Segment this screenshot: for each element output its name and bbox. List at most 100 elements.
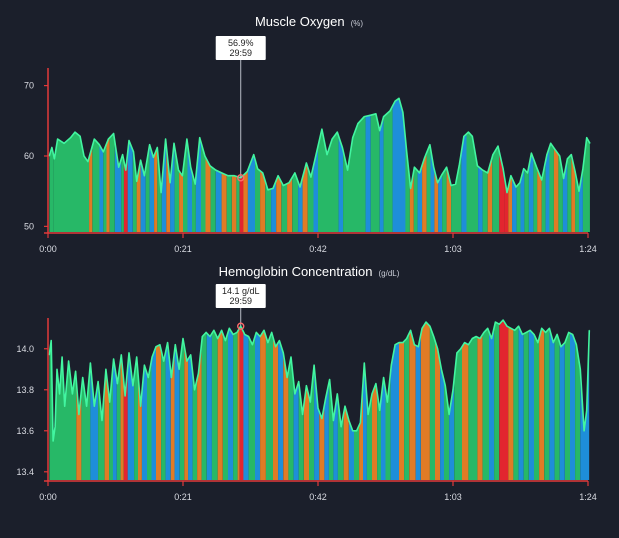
data-point-10: [93, 138, 95, 140]
data-point-141: [579, 368, 581, 370]
data-point-89: [471, 135, 473, 137]
data-point-65: [286, 376, 288, 379]
data-point-25: [156, 146, 158, 149]
data-point-0: [48, 155, 50, 157]
band-orange-29: [205, 98, 211, 232]
data-point-46: [213, 329, 215, 331]
band-blue-51: [324, 320, 329, 480]
data-point-115: [586, 137, 588, 139]
data-point-87: [463, 135, 465, 137]
band-blue-14: [141, 320, 147, 480]
band-orange-79: [477, 320, 483, 480]
band-blue-84: [528, 98, 534, 232]
data-point-30: [177, 169, 180, 171]
data-point-84: [450, 184, 452, 187]
band-green-95: [564, 320, 570, 480]
band-green-25: [192, 320, 198, 480]
band-green-97: [582, 98, 590, 232]
data-point-77: [332, 419, 334, 422]
data-point-95: [502, 168, 504, 170]
data-point-101: [527, 172, 529, 174]
data-point-14: [89, 362, 91, 364]
band-green-68: [442, 98, 447, 232]
data-point-14: [113, 132, 115, 135]
band-orange-69: [446, 98, 452, 232]
band-green-51: [318, 98, 339, 232]
band-orange-26: [197, 320, 202, 480]
data-point-86: [458, 163, 460, 165]
data-point-24: [128, 352, 130, 354]
data-point-51: [232, 333, 234, 335]
data-point-0: [48, 354, 50, 356]
hemoglobin-chart: Hemoglobin Concentration (g/dL) 13.4 13.6 13…: [16, 264, 597, 502]
band-orange-23: [179, 98, 183, 232]
band-orange-43: [276, 98, 282, 232]
data-point-1: [51, 146, 53, 149]
data-point-23: [149, 144, 151, 146]
data-point-27: [140, 405, 142, 407]
data-point-97: [410, 329, 412, 331]
data-point-7: [64, 405, 66, 407]
data-point-119: [494, 321, 496, 323]
x-tick-label: 1:24: [579, 492, 597, 502]
data-point-118: [491, 337, 493, 340]
band-blue-32: [228, 320, 234, 480]
band-blue-82: [520, 98, 525, 232]
data-point-2: [52, 440, 54, 442]
band-green-15: [147, 320, 152, 480]
data-point-120: [498, 323, 500, 325]
chart-title-text: Hemoglobin Concentration: [219, 264, 373, 279]
chart-title: Muscle Oxygen (%): [255, 14, 363, 29]
hover-marker: [237, 174, 245, 182]
band-blue-19: [165, 320, 171, 480]
data-point-55: [248, 335, 250, 338]
band-green-9: [121, 98, 124, 232]
band-orange-86: [537, 98, 542, 232]
band-orange-43: [283, 320, 289, 480]
data-point-21: [140, 159, 142, 161]
band-green-41: [265, 98, 272, 232]
data-point-68: [379, 130, 381, 132]
data-point-53: [299, 186, 301, 188]
data-point-29: [147, 376, 149, 379]
data-point-107: [448, 413, 450, 415]
data-point-113: [578, 190, 580, 192]
data-point-62: [275, 346, 277, 348]
data-point-31: [181, 175, 183, 177]
band-blue-62: [417, 98, 423, 232]
data-point-73: [317, 407, 319, 409]
band-green-64: [426, 98, 431, 232]
band-blue-65: [430, 98, 435, 232]
data-point-79: [429, 144, 431, 146]
band-red-10: [123, 320, 128, 480]
data-point-84: [359, 422, 361, 424]
data-point-58: [259, 335, 261, 338]
band-orange-13: [136, 98, 141, 232]
data-point-114: [582, 168, 584, 170]
band-orange-55: [343, 320, 349, 480]
band-green-95: [575, 98, 579, 232]
data-point-77: [419, 172, 421, 174]
band-blue-54: [365, 98, 371, 232]
data-point-71: [394, 100, 396, 102]
band-green-93: [554, 320, 560, 480]
band-green-12: [134, 320, 138, 480]
band-blue-86: [518, 320, 524, 480]
band-green-31: [222, 320, 228, 480]
band-orange-34: [237, 320, 240, 480]
band-orange-90: [553, 98, 559, 232]
data-point-15: [118, 166, 120, 168]
band-green-55: [370, 98, 380, 232]
data-point-22: [143, 175, 145, 177]
data-point-50: [228, 327, 230, 329]
data-point-109: [456, 352, 458, 354]
data-point-132: [545, 331, 547, 333]
data-point-106: [550, 142, 552, 144]
data-point-49: [277, 175, 279, 177]
data-point-144: [588, 329, 590, 331]
band-blue-36: [243, 320, 249, 480]
band-green-97: [575, 320, 581, 480]
band-blue-56: [379, 98, 384, 232]
data-point-94: [398, 342, 400, 344]
